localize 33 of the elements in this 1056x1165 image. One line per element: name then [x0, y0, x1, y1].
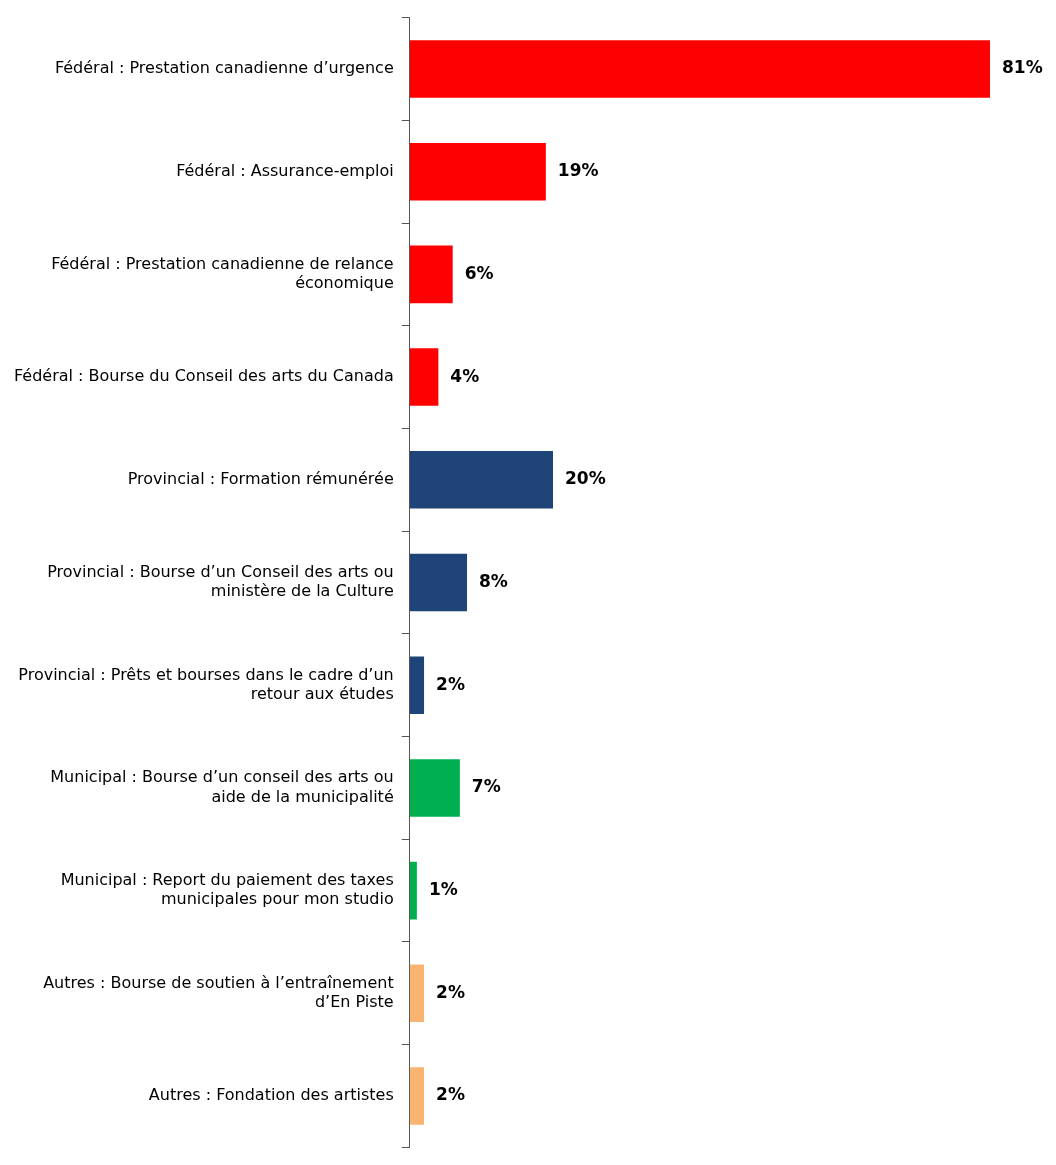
data-label: 2% — [436, 981, 465, 1002]
data-label: 81% — [1002, 57, 1043, 78]
y-tick-label: Fédéral : Prestation canadienne d’urgence — [54, 58, 394, 78]
bar — [409, 40, 990, 98]
bar — [409, 964, 425, 1023]
y-tick-label: Provincial : Bourse d’un Conseil des arts ou ministère de la Culture — [47, 562, 394, 601]
bar — [409, 451, 553, 509]
y-tick-label: Fédéral : Prestation canadienne de relance économique — [51, 253, 394, 293]
bar — [409, 553, 468, 612]
data-label: 2% — [436, 1084, 465, 1105]
data-label: 1% — [428, 879, 458, 900]
bar — [409, 656, 425, 714]
y-tick-label: Provincial : Prêts et bourses dans le cadre d’un retour aux études — [18, 664, 394, 703]
data-label: 4% — [450, 365, 480, 386]
data-label: 6% — [464, 262, 494, 283]
data-label: 2% — [436, 673, 465, 694]
y-tick-label: Provincial : Formation rémunérée — [127, 468, 394, 488]
y-tick-label: Municipal : Report du paiement des taxes municipales pour mon studio — [60, 870, 394, 909]
data-label: 19% — [557, 160, 599, 181]
y-tick-label: Autres : Bourse de soutien à l’entraînement d’En Piste — [43, 972, 394, 1012]
y-tick-label: Fédéral : Assurance-emploi — [176, 160, 394, 180]
y-tick-label: Autres : Fondation des artistes — [148, 1085, 394, 1105]
bar — [409, 245, 453, 304]
bar — [409, 861, 417, 920]
y-tick-label: Fédéral : Bourse du Conseil des arts du Canada — [14, 366, 394, 386]
bar — [409, 1067, 425, 1125]
data-label: 20% — [565, 468, 606, 489]
y-tick-label: Municipal : Bourse d’un conseil des arts ou aide de la municipalité — [50, 767, 394, 806]
bar — [409, 759, 460, 817]
bar — [409, 142, 546, 201]
data-label: 7% — [471, 776, 501, 797]
data-label: 8% — [479, 570, 508, 591]
bar — [409, 348, 439, 406]
